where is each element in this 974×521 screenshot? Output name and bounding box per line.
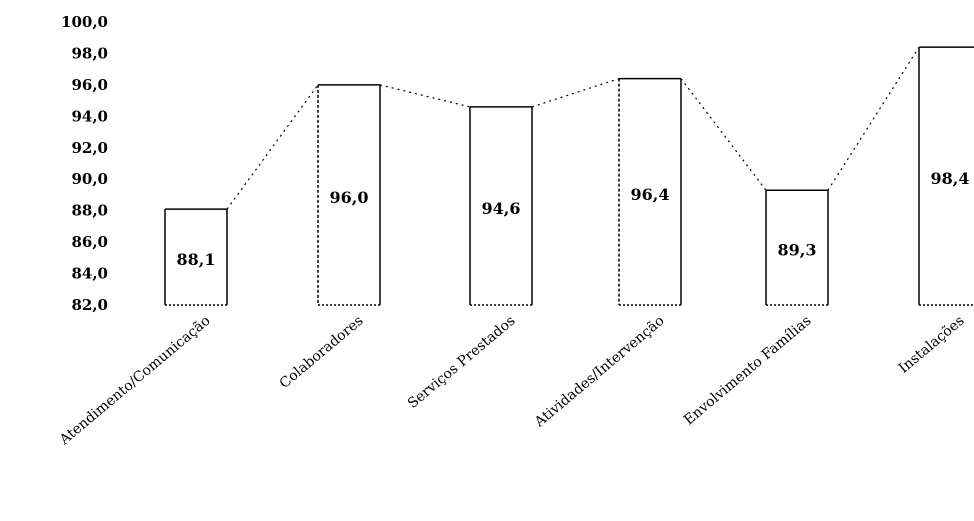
y-tick-label: 98,0: [71, 44, 108, 62]
y-tick-label: 96,0: [71, 76, 108, 94]
y-tick-label: 86,0: [71, 233, 108, 251]
bar: [469, 106, 533, 306]
y-tick-label: 94,0: [71, 107, 108, 125]
y-tick-label: 90,0: [71, 170, 108, 188]
bar: [618, 77, 682, 306]
x-category-label: Atividades/Intervenção: [531, 313, 668, 431]
x-category-label: Atendimento/Comunicação: [56, 313, 214, 449]
x-category-label: Envolvimento Famílias: [681, 313, 815, 429]
bar-connectors: [226, 46, 920, 210]
y-axis: 82,0 84,0 86,0 88,0 90,0 92,0 94,0 96,0 98,0 100,…: [61, 13, 108, 314]
y-tick-label: 84,0: [71, 265, 108, 283]
data-labels: 88,1 96,0 94,6 96,4 89,3 98,4: [177, 169, 970, 269]
bars: [164, 46, 974, 306]
y-tick-label: 100,0: [61, 13, 108, 31]
y-tick-label: 88,0: [71, 202, 108, 220]
bar: [164, 208, 228, 306]
x-axis: Atendimento/Comunicação Colaboradores Serv…: [56, 313, 968, 449]
data-label: 96,4: [631, 185, 670, 204]
connector-line: [379, 84, 471, 108]
data-label: 89,3: [778, 241, 817, 260]
data-label: 94,6: [482, 199, 521, 218]
y-tick-label: 92,0: [71, 139, 108, 157]
bar: [317, 84, 381, 306]
connector-line: [827, 46, 920, 191]
y-tick-label: 82,0: [71, 296, 108, 314]
data-label: 88,1: [177, 250, 216, 269]
connector-line: [531, 78, 620, 108]
connector-line: [680, 78, 767, 191]
bar: [765, 189, 829, 306]
x-category-label: Colaboradores: [277, 313, 367, 392]
x-category-label: Instalações: [896, 313, 968, 377]
connector-line: [226, 84, 319, 210]
data-label: 98,4: [931, 169, 970, 188]
data-label: 96,0: [330, 188, 369, 207]
x-category-label: Serviços Prestados: [405, 313, 519, 412]
bar: [918, 46, 974, 306]
